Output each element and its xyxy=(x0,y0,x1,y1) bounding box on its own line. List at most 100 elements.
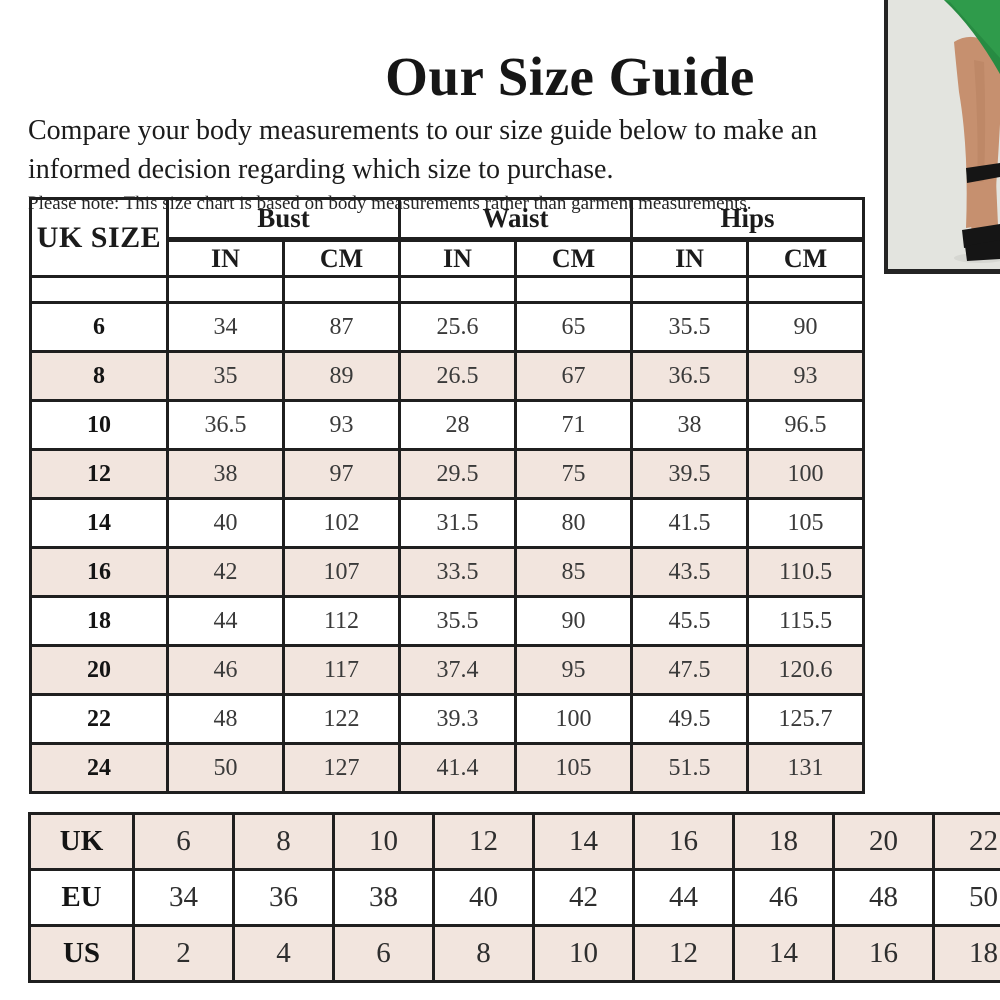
measurement-value: 38 xyxy=(166,448,285,500)
measurement-value: 35 xyxy=(166,350,285,402)
uk-size-value: 12 xyxy=(29,448,169,500)
conversion-size-value: 4 xyxy=(232,924,335,983)
measurement-value: 105 xyxy=(746,497,866,549)
measurement-value: 36.5 xyxy=(630,350,750,402)
measurement-value: 25.6 xyxy=(398,301,517,353)
spacer-cell xyxy=(746,275,866,304)
size-row-uk-24: 24 50 127 41.4 105 51.5 131 xyxy=(29,742,866,794)
region-label: US xyxy=(28,924,135,983)
measurement-value: 50 xyxy=(166,742,285,794)
conversion-size-value: 36 xyxy=(232,868,335,927)
measurement-value: 42 xyxy=(166,546,285,598)
size-row-uk-6: 6 34 87 25.6 65 35.5 90 xyxy=(29,301,866,353)
size-row-uk-22: 22 48 122 39.3 100 49.5 125.7 xyxy=(29,693,866,745)
uk-size-value: 20 xyxy=(29,644,169,696)
size-row-uk-12: 12 38 97 29.5 75 39.5 100 xyxy=(29,448,866,500)
model-legs-illustration xyxy=(888,0,1000,264)
spacer-cell xyxy=(630,275,750,304)
size-table-body: 6 34 87 25.6 65 35.5 90 8 35 89 26.5 67 36.5 93 10 36.5… xyxy=(29,301,866,794)
size-row-uk-10: 10 36.5 93 28 71 38 96.5 xyxy=(29,399,866,451)
measurement-value: 51.5 xyxy=(630,742,750,794)
conversion-size-value: 8 xyxy=(432,924,535,983)
measurement-value: 112 xyxy=(282,595,401,647)
measurement-value: 46 xyxy=(166,644,285,696)
uk-size-value: 14 xyxy=(29,497,169,549)
conversion-size-value: 44 xyxy=(632,868,735,927)
intro-text: Compare your body measurements to our si… xyxy=(28,115,818,185)
spacer-cell xyxy=(398,275,517,304)
measurement-value: 71 xyxy=(513,399,634,451)
measurement-value: 93 xyxy=(746,350,866,402)
product-photo xyxy=(884,0,1000,274)
conversion-size-value: 8 xyxy=(232,812,335,871)
measurement-value: 127 xyxy=(282,742,401,794)
conversion-size-value: 16 xyxy=(832,924,935,983)
page-title: Our Size Guide xyxy=(385,45,755,107)
measurement-value: 37.4 xyxy=(398,644,517,696)
measurement-value: 95 xyxy=(513,644,634,696)
size-row-uk-20: 20 46 117 37.4 95 47.5 120.6 xyxy=(29,644,866,696)
conversion-size-value: 34 xyxy=(132,868,235,927)
size-row-uk-18: 18 44 112 35.5 90 45.5 115.5 xyxy=(29,595,866,647)
measurement-value: 100 xyxy=(513,693,634,745)
conversion-size-value: 48 xyxy=(832,868,935,927)
uk-size-value: 8 xyxy=(29,350,169,402)
measurement-value: 44 xyxy=(166,595,285,647)
conversion-size-value: 10 xyxy=(332,812,435,871)
measurement-value: 105 xyxy=(513,742,634,794)
measurement-value: 67 xyxy=(513,350,634,402)
measurement-value: 117 xyxy=(282,644,401,696)
measurement-value: 93 xyxy=(282,399,401,451)
measurement-value: 80 xyxy=(513,497,634,549)
measurement-value: 100 xyxy=(746,448,866,500)
measurement-value: 43.5 xyxy=(630,546,750,598)
measurement-value: 85 xyxy=(513,546,634,598)
size-row-uk-16: 16 42 107 33.5 85 43.5 110.5 xyxy=(29,546,866,598)
conversion-size-value: 38 xyxy=(332,868,435,927)
measurement-value: 48 xyxy=(166,693,285,745)
waist-group-header: Waist xyxy=(397,197,634,242)
spacer-cell xyxy=(29,275,169,304)
hips-cm-header: CM xyxy=(746,238,866,278)
measurement-value: 40 xyxy=(166,497,285,549)
uk-size-value: 10 xyxy=(29,399,169,451)
conversion-size-value: 6 xyxy=(132,812,235,871)
measurement-value: 107 xyxy=(282,546,401,598)
conversion-table-body: UK 6 8 10 12 14 16 18 20 22 EU 34 36 38 40 42 44 46 48 50 US… xyxy=(28,812,1000,983)
measurement-value: 39.3 xyxy=(398,693,517,745)
conversion-size-value: 12 xyxy=(432,812,535,871)
conversion-row-us: US 2 4 6 8 10 12 14 16 18 xyxy=(28,924,1000,983)
size-row-uk-8: 8 35 89 26.5 67 36.5 93 xyxy=(29,350,866,402)
conversion-size-value: 14 xyxy=(532,812,635,871)
measurement-value: 49.5 xyxy=(630,693,750,745)
size-table-spacer-row xyxy=(29,275,866,304)
uk-size-value: 18 xyxy=(29,595,169,647)
hips-group-header: Hips xyxy=(630,197,866,242)
measurement-value: 41.5 xyxy=(630,497,750,549)
spacer-cell xyxy=(282,275,401,304)
size-table-group-header-row: UK SIZE Bust Waist Hips xyxy=(29,197,866,278)
measurement-value: 102 xyxy=(282,497,401,549)
conversion-row-eu: EU 34 36 38 40 42 44 46 48 50 xyxy=(28,868,1000,927)
measurement-value: 97 xyxy=(282,448,401,500)
measurement-value: 35.5 xyxy=(398,595,517,647)
conversion-size-value: 18 xyxy=(932,924,1000,983)
size-conversion-table: UK 6 8 10 12 14 16 18 20 22 EU 34 36 38 40 42 44 46 48 50 US… xyxy=(28,812,1000,983)
measurement-value: 89 xyxy=(282,350,401,402)
conversion-size-value: 22 xyxy=(932,812,1000,871)
measurement-value: 36.5 xyxy=(166,399,285,451)
bust-cm-header: CM xyxy=(282,238,401,278)
conversion-size-value: 20 xyxy=(832,812,935,871)
measurement-value: 29.5 xyxy=(398,448,517,500)
measurement-value: 115.5 xyxy=(746,595,866,647)
conversion-size-value: 16 xyxy=(632,812,735,871)
spacer-cell xyxy=(513,275,634,304)
measurement-value: 96.5 xyxy=(746,399,866,451)
measurement-value: 28 xyxy=(398,399,517,451)
bust-in-header: IN xyxy=(166,238,285,278)
uk-size-value: 22 xyxy=(29,693,169,745)
uk-size-value: 6 xyxy=(29,301,169,353)
conversion-size-value: 14 xyxy=(732,924,835,983)
measurement-value: 131 xyxy=(746,742,866,794)
region-label: EU xyxy=(28,868,135,927)
